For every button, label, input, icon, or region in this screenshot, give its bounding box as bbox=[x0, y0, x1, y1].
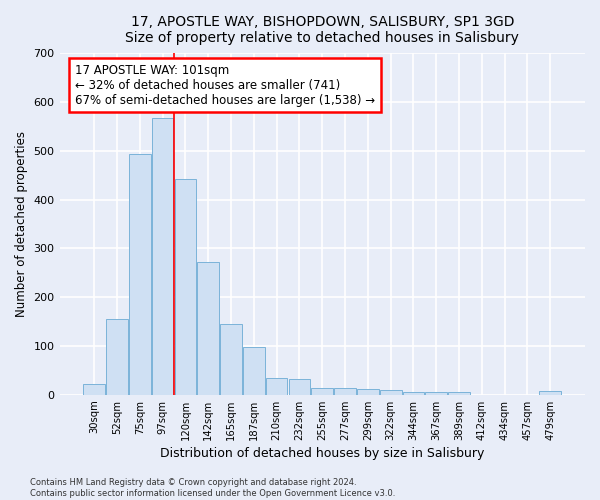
Bar bbox=[448, 392, 470, 395]
Text: 17 APOSTLE WAY: 101sqm
← 32% of detached houses are smaller (741)
67% of semi-de: 17 APOSTLE WAY: 101sqm ← 32% of detached… bbox=[76, 64, 376, 106]
Bar bbox=[152, 118, 173, 395]
Bar bbox=[380, 390, 401, 395]
Bar bbox=[220, 324, 242, 395]
Bar bbox=[129, 154, 151, 395]
Bar bbox=[311, 388, 333, 395]
Bar bbox=[197, 262, 219, 395]
Bar bbox=[539, 391, 561, 395]
Y-axis label: Number of detached properties: Number of detached properties bbox=[15, 131, 28, 317]
Text: Contains HM Land Registry data © Crown copyright and database right 2024.
Contai: Contains HM Land Registry data © Crown c… bbox=[30, 478, 395, 498]
Title: 17, APOSTLE WAY, BISHOPDOWN, SALISBURY, SP1 3GD
Size of property relative to det: 17, APOSTLE WAY, BISHOPDOWN, SALISBURY, … bbox=[125, 15, 519, 45]
Bar bbox=[243, 348, 265, 395]
X-axis label: Distribution of detached houses by size in Salisbury: Distribution of detached houses by size … bbox=[160, 447, 484, 460]
Bar bbox=[289, 379, 310, 395]
Bar bbox=[106, 319, 128, 395]
Bar bbox=[83, 384, 105, 395]
Bar bbox=[175, 178, 196, 395]
Bar bbox=[266, 378, 287, 395]
Bar bbox=[357, 389, 379, 395]
Bar bbox=[403, 392, 424, 395]
Bar bbox=[334, 388, 356, 395]
Bar bbox=[425, 392, 447, 395]
